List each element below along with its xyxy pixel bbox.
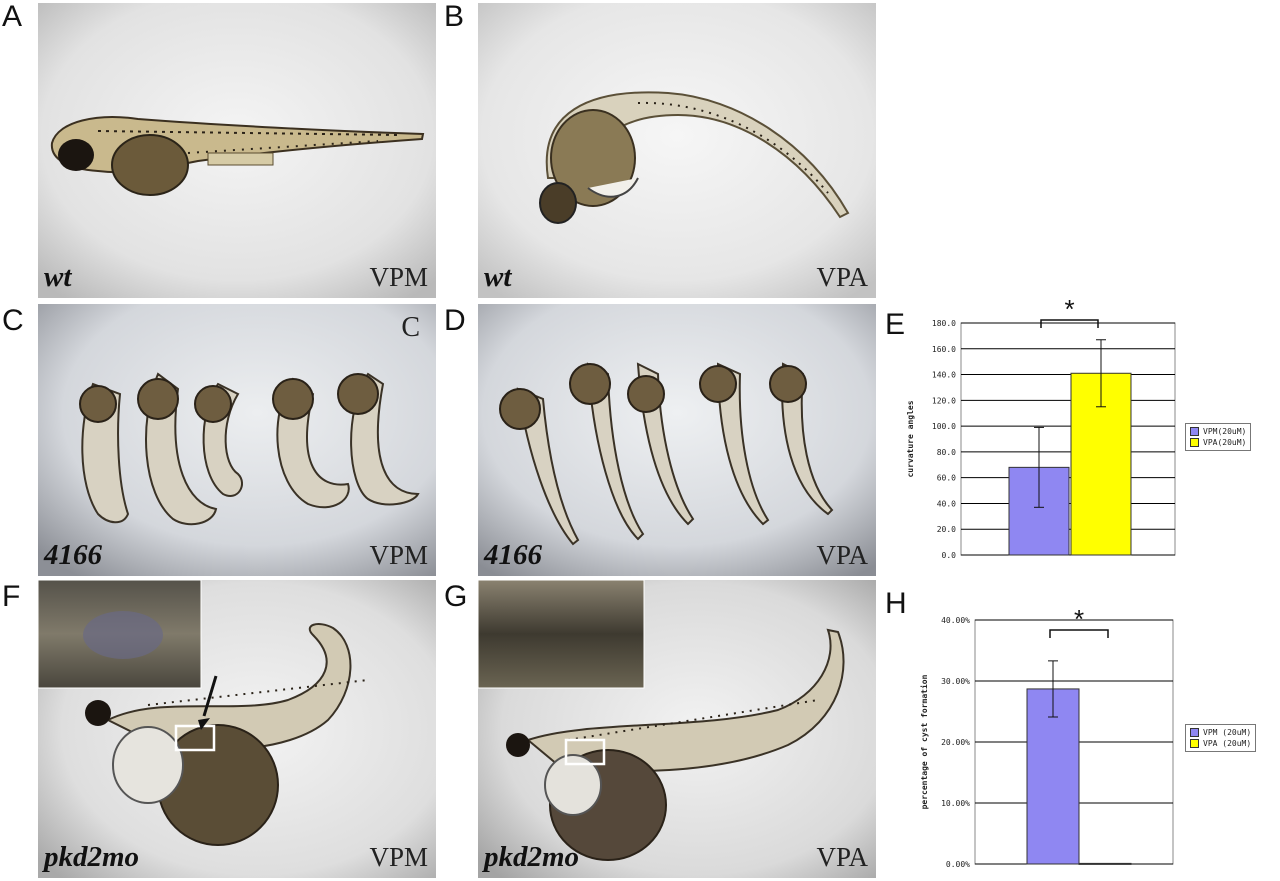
photo-panel-a: wt VPM <box>38 3 436 298</box>
panel-label-b: B <box>444 0 465 33</box>
significance-marker: * <box>1064 300 1074 324</box>
genotype-label: pkd2mo <box>44 841 140 873</box>
legend-item: VPA (20uM) <box>1190 738 1251 749</box>
treatment-label: VPA <box>816 262 868 292</box>
photo-panel-f: pkd2mo VPM <box>38 580 436 878</box>
legend-swatch <box>1190 728 1199 737</box>
significance-marker: * <box>1074 604 1084 634</box>
inset-magnified-region <box>478 580 645 689</box>
embryo-straight <box>627 362 695 526</box>
y-tick-label: 140.0 <box>932 371 956 380</box>
y-tick-label: 10.00% <box>941 799 970 808</box>
legend-swatch <box>1190 739 1199 748</box>
treatment-label: VPM <box>369 842 428 872</box>
genotype-label: 4166 <box>484 539 542 571</box>
embryo-curled <box>79 382 130 524</box>
panel-label-c: C <box>2 304 24 337</box>
y-tick-label: 30.00% <box>941 677 970 686</box>
legend-label: VPA (20uM) <box>1203 739 1252 748</box>
embryo-curled <box>337 372 420 506</box>
highlight-box <box>174 724 216 752</box>
legend-item: VPA(20uM) <box>1190 437 1246 448</box>
treatment-label: VPA <box>816 540 868 570</box>
legend-swatch <box>1190 427 1199 436</box>
panel-label-f: F <box>2 580 21 613</box>
legend-swatch <box>1190 438 1199 447</box>
y-tick-label: 20.00% <box>941 738 970 747</box>
embryo-straight <box>769 362 834 516</box>
significance-bracket <box>1040 319 1099 328</box>
panel-label-d: D <box>444 304 466 337</box>
zebrafish-curved-image <box>478 3 876 298</box>
legend-label: VPM (20uM) <box>1203 728 1252 737</box>
panel-label-g: G <box>444 580 468 613</box>
photo-panel-b: wt VPA <box>478 3 876 298</box>
y-tick-label: 180.0 <box>932 319 956 328</box>
embryo-curled <box>272 377 350 509</box>
curvature-angle-chart: 0.0 20.0 40.0 60.0 80.0 100.0 120.0 140.0 160.0 1… <box>905 300 1280 570</box>
embryo-straight <box>569 362 645 541</box>
zebrafish-pkd2-image <box>478 580 876 878</box>
embryo-straight <box>699 362 770 526</box>
y-tick-label: 40.00% <box>941 616 970 625</box>
chart-e-svg: 0.0 20.0 40.0 60.0 80.0 100.0 120.0 140.0 160.0 1… <box>906 300 1176 560</box>
y-tick-label: 0.0 <box>942 551 957 560</box>
zebrafish-lateral-image <box>38 3 436 298</box>
corner-label: C <box>401 312 420 343</box>
chart-legend: VPM (20uM) VPA (20uM) <box>1185 724 1257 752</box>
cyst-formation-chart: 0.00% 10.00% 20.00% 30.00% 40.00% percentage … <box>905 590 1280 880</box>
photo-panel-c: C 4166 VPM <box>38 304 436 576</box>
legend-item: VPM(20uM) <box>1190 426 1246 437</box>
embryo-straight <box>499 387 580 546</box>
genotype-label: wt <box>484 261 512 293</box>
treatment-label: VPA <box>816 842 868 872</box>
y-tick-label: 20.0 <box>937 525 956 534</box>
bar <box>1026 688 1080 865</box>
y-tick-label: 40.0 <box>937 499 956 508</box>
y-tick-label: 120.0 <box>932 396 956 405</box>
y-tick-label: 0.00% <box>946 860 970 869</box>
highlight-box <box>564 738 606 766</box>
photo-panel-d: 4166 VPA <box>478 304 876 576</box>
y-axis-label: curvature angles <box>906 400 915 477</box>
y-tick-label: 60.0 <box>937 474 956 483</box>
zebrafish-group-image <box>478 304 876 576</box>
y-tick-label: 100.0 <box>932 422 956 431</box>
embryo-curled <box>194 382 243 497</box>
legend-item: VPM (20uM) <box>1190 727 1251 738</box>
genotype-label: pkd2mo <box>484 841 580 873</box>
y-tick-label: 80.0 <box>937 448 956 457</box>
legend-label: VPA(20uM) <box>1203 438 1247 447</box>
embryo-curled <box>137 372 218 526</box>
zebrafish-group-image <box>38 304 436 576</box>
bar <box>1078 862 1132 865</box>
panel-label-e: E <box>885 308 906 341</box>
treatment-label: VPM <box>369 262 428 292</box>
significance-bracket <box>1049 629 1109 638</box>
chart-legend: VPM(20uM) VPA(20uM) <box>1185 423 1252 451</box>
photo-panel-g: pkd2mo VPA <box>478 580 876 878</box>
legend-label: VPM(20uM) <box>1203 427 1247 436</box>
panel-label-a: A <box>2 0 23 33</box>
arrow-icon <box>198 675 218 730</box>
genotype-label: wt <box>44 261 72 293</box>
chart-h-svg: 0.00% 10.00% 20.00% 30.00% 40.00% percentage … <box>919 604 1174 869</box>
y-axis-label: percentage of cyst formation <box>919 674 929 809</box>
genotype-label: 4166 <box>44 539 102 571</box>
panel-label-h: H <box>885 587 907 620</box>
zebrafish-pkd2-image <box>38 580 436 878</box>
y-tick-label: 160.0 <box>932 345 956 354</box>
treatment-label: VPM <box>369 540 428 570</box>
